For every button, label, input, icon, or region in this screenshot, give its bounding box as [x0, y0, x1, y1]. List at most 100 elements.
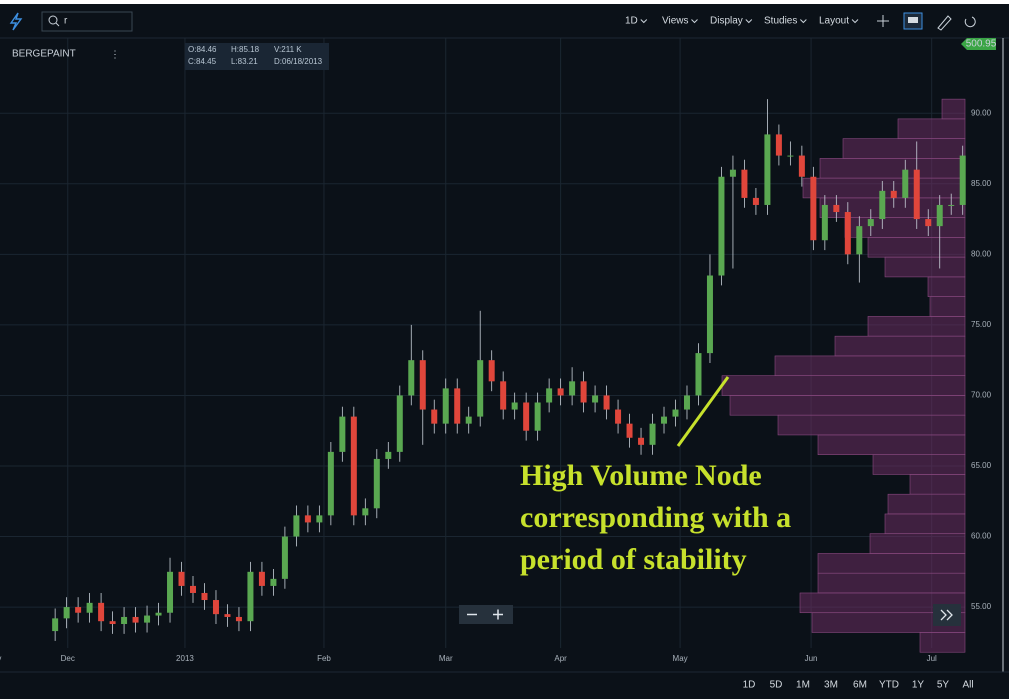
volume-profile-bar	[884, 513, 966, 535]
y-tick-label: 60.00	[971, 532, 992, 541]
chat-icon-inner	[908, 17, 918, 23]
volume-profile-bar	[884, 256, 966, 278]
volume-profile-bar	[777, 414, 966, 436]
range-button[interactable]: 5D	[770, 680, 783, 691]
candle-body	[534, 402, 541, 431]
volume-profile-bar	[842, 138, 966, 159]
candle-body	[258, 571, 265, 586]
candle-body	[281, 536, 288, 579]
search-box[interactable]	[41, 11, 133, 32]
y-tick-label: 75.00	[971, 320, 992, 329]
x-tick-label: 2013	[176, 654, 194, 663]
candle-body	[913, 169, 920, 220]
candle-body	[212, 600, 219, 615]
range-button[interactable]: YTD	[879, 680, 899, 691]
candle-body	[350, 416, 357, 516]
volume-profile-bar	[774, 355, 966, 376]
symbol-menu[interactable]: ⋮	[110, 50, 120, 61]
search-icon	[48, 15, 58, 25]
candle-body	[75, 607, 82, 613]
volume-profile-bar	[817, 572, 966, 594]
candle-body	[626, 423, 633, 438]
candle-body	[132, 616, 139, 623]
candle-body	[224, 614, 231, 617]
range-button[interactable]: 1Y	[912, 680, 925, 691]
candle-body	[431, 409, 438, 424]
volume-profile-bar	[872, 454, 966, 475]
candle-body	[270, 578, 277, 586]
candle-body	[695, 353, 702, 396]
dropdown-caret	[745, 19, 753, 24]
x-tick-label: Jul	[927, 654, 937, 663]
y-tick-label: 55.00	[971, 602, 992, 611]
legend-value: C:84.45	[188, 57, 217, 66]
search-text: r	[64, 16, 68, 27]
draw-icon[interactable]	[937, 15, 952, 31]
volume-profile-bar	[941, 98, 966, 120]
candle-body	[190, 585, 196, 593]
toolbar-item[interactable]: Layout	[819, 16, 849, 27]
volume-profile-bar	[819, 197, 966, 218]
candle-body	[798, 155, 805, 177]
scroll-right[interactable]	[933, 604, 961, 626]
range-button[interactable]: 6M	[853, 680, 867, 691]
volume-profile-bar	[927, 276, 966, 297]
candle-body	[144, 615, 151, 623]
logo[interactable]	[9, 12, 23, 31]
toolbar-items: 1D Views Display Studies Layout	[625, 16, 859, 27]
candle-body	[936, 204, 943, 227]
candle-body	[454, 388, 461, 424]
candle-body	[683, 395, 690, 410]
volume-profile-bar	[729, 395, 966, 416]
legend-box	[185, 43, 329, 70]
annotation-line: period of stability	[520, 543, 747, 576]
zoom-in[interactable]	[493, 609, 503, 620]
candle-body	[373, 458, 380, 509]
candle-body	[764, 134, 771, 205]
candle-body	[316, 515, 323, 523]
candle-body	[925, 219, 932, 227]
candle-body	[396, 395, 403, 452]
reset-icon[interactable]	[964, 16, 976, 28]
candle-body	[511, 402, 518, 410]
candle-body	[155, 612, 162, 616]
range-button[interactable]: 5Y	[937, 680, 950, 691]
volume-profile-bar	[867, 316, 966, 337]
range-button[interactable]: 1D	[743, 680, 756, 691]
plot-area	[0, 30, 966, 653]
toolbar-item[interactable]: 1D	[625, 16, 638, 27]
candle-body	[603, 395, 610, 410]
candle-body	[638, 437, 645, 445]
toolbar-item[interactable]: Studies	[764, 16, 797, 27]
x-tick-label: Feb	[317, 654, 331, 663]
dropdown-caret	[640, 19, 648, 24]
range-button[interactable]: All	[962, 680, 973, 691]
range-button[interactable]: 1M	[796, 680, 810, 691]
annotation-arrow	[676, 376, 730, 447]
volume-profile-bar	[834, 335, 966, 357]
candle-body	[327, 451, 334, 516]
volume-profile-bar	[844, 217, 966, 238]
volume-profile-bar	[867, 237, 966, 258]
annotation-line: corresponding with a	[520, 501, 791, 534]
candle-body	[592, 395, 599, 403]
volume-profile-bar	[909, 474, 966, 495]
toolbar-item[interactable]: Display	[710, 16, 743, 27]
toolbar-item[interactable]: Views	[662, 16, 689, 27]
top-edge	[0, 0, 1009, 4]
x-tick-label: Apr	[554, 654, 567, 663]
y-tick-label: 85.00	[971, 179, 992, 188]
last-price-badge	[961, 38, 996, 50]
candle-body	[844, 212, 851, 255]
ohlc-legend: O:84.46 H:85.18 V:211 K C:84.45 L:83.21 D:06/…	[188, 45, 323, 66]
candle-body	[810, 176, 817, 241]
candle-body	[787, 155, 794, 157]
add-icon[interactable]	[877, 15, 889, 27]
x-tick-label: May	[673, 654, 688, 663]
candle-body	[523, 402, 530, 431]
candle-body	[465, 416, 472, 424]
candle-body	[247, 571, 254, 622]
volume-profile-bar	[817, 553, 966, 574]
range-button[interactable]: 3M	[824, 680, 838, 691]
